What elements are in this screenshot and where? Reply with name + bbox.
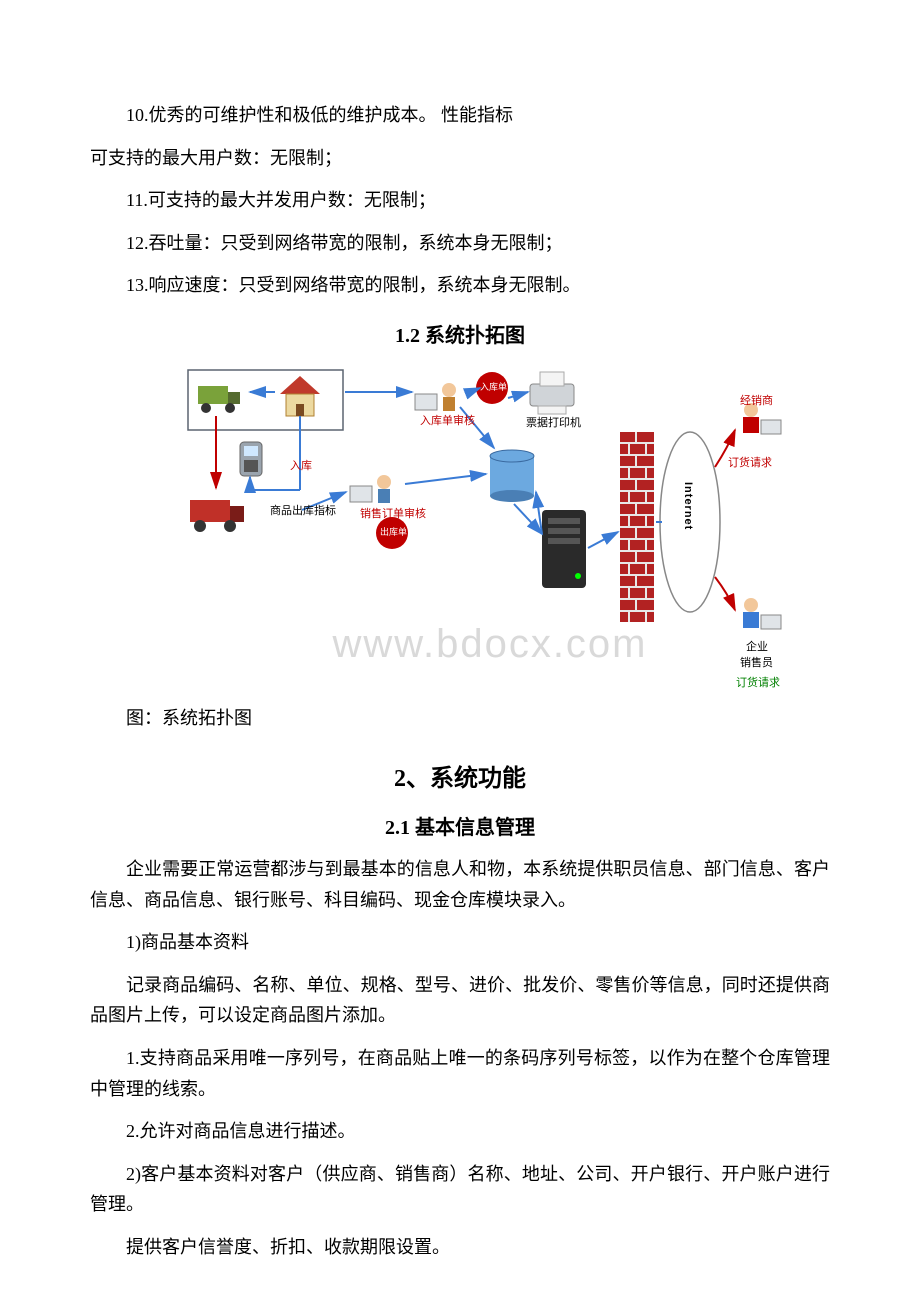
document-content: 10.优秀的可维护性和极低的维护成本。 性能指标 可支持的最大用户数：无限制； … — [90, 100, 830, 1263]
section-2-title: 2、系统功能 — [90, 758, 830, 793]
label-qiye: 企业 — [746, 638, 768, 654]
body-1: 企业需要正常运营都涉与到最基本的信息人和物，本系统提供职员信息、部门信息、客户信… — [90, 854, 830, 915]
label-printer: 票据打印机 — [526, 414, 581, 430]
body-6: 2)客户基本资料对客户（供应商、销售商）名称、地址、公司、开户银行、开户账户进行… — [90, 1159, 830, 1220]
label-dingdan-bottom: 订货请求 — [736, 674, 780, 690]
body-2: 1)商品基本资料 — [90, 927, 830, 958]
label-dingdan-top: 订货请求 — [728, 454, 772, 470]
para-10b: 可支持的最大用户数：无限制； — [90, 143, 830, 174]
body-3: 记录商品编码、名称、单位、规格、型号、进价、批发价、零售价等信息，同时还提供商品… — [90, 970, 830, 1031]
label-chuku-zhibiao: 商品出库指标 — [270, 502, 336, 518]
para-12: 12.吞吐量：只受到网络带宽的限制，系统本身无限制； — [90, 228, 830, 259]
para-10: 10.优秀的可维护性和极低的维护成本。 性能指标 — [90, 100, 830, 131]
section-2-1-title: 2.1 基本信息管理 — [90, 811, 830, 840]
diagram-caption: 图：系统拓扑图 — [90, 704, 830, 730]
section-1-2-title: 1.2 系统扑拓图 — [90, 319, 830, 348]
para-11: 11.可支持的最大并发用户数：无限制； — [90, 185, 830, 216]
label-xiaoshou-shenhe: 销售订单审核 — [360, 505, 426, 521]
body-4: 1.支持商品采用唯一序列号，在商品贴上唯一的条码序列号标签，以作为在整个仓库管理… — [90, 1043, 830, 1104]
label-ruku: 入库 — [290, 457, 312, 473]
label-rukudan: 入库单 — [480, 380, 506, 393]
label-chukudan: 出库单 — [380, 525, 406, 538]
label-xiaoshouyuan: 销售员 — [740, 654, 773, 670]
body-5: 2.允许对商品信息进行描述。 — [90, 1116, 830, 1147]
topology-diagram: 入库 入库单 入库单审核 票据打印机 商品出库指标 销售订单审核 出库单 Int… — [180, 362, 800, 692]
label-rukudan-shenhe: 入库单审核 — [420, 412, 475, 428]
body-7: 提供客户信誉度、折扣、收款期限设置。 — [90, 1232, 830, 1263]
label-internet: Internet — [682, 482, 694, 530]
label-jingxiaoshang: 经销商 — [740, 392, 773, 408]
para-13: 13.响应速度：只受到网络带宽的限制，系统本身无限制。 — [90, 270, 830, 301]
